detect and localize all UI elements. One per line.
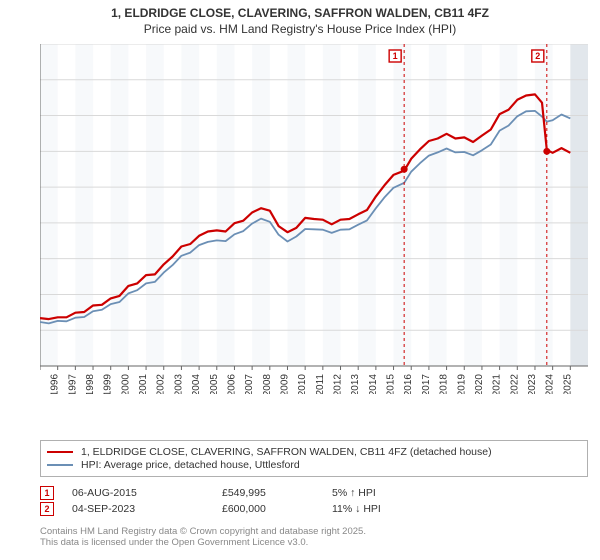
legend-label: HPI: Average price, detached house, Uttl… bbox=[81, 459, 300, 471]
svg-text:2019: 2019 bbox=[456, 374, 467, 394]
svg-text:2: 2 bbox=[535, 51, 540, 61]
svg-text:2003: 2003 bbox=[173, 374, 184, 394]
svg-text:1999: 1999 bbox=[103, 374, 114, 394]
legend-label: 1, ELDRIDGE CLOSE, CLAVERING, SAFFRON WA… bbox=[81, 446, 492, 458]
svg-text:2005: 2005 bbox=[209, 374, 220, 394]
legend-item: HPI: Average price, detached house, Uttl… bbox=[47, 459, 581, 471]
footer-line: Contains HM Land Registry data © Crown c… bbox=[40, 526, 588, 537]
transactions-table: 1 06-AUG-2015 £549,995 5% ↑ HPI 2 04-SEP… bbox=[40, 484, 588, 518]
svg-text:2018: 2018 bbox=[439, 374, 450, 394]
table-row: 2 04-SEP-2023 £600,000 11% ↓ HPI bbox=[40, 502, 588, 516]
svg-text:2013: 2013 bbox=[350, 374, 361, 394]
svg-text:2024: 2024 bbox=[545, 374, 556, 394]
txn-price: £549,995 bbox=[222, 487, 332, 499]
legend-item: 1, ELDRIDGE CLOSE, CLAVERING, SAFFRON WA… bbox=[47, 446, 581, 458]
legend: 1, ELDRIDGE CLOSE, CLAVERING, SAFFRON WA… bbox=[40, 440, 588, 477]
svg-text:1995: 1995 bbox=[40, 374, 43, 394]
svg-text:1997: 1997 bbox=[67, 374, 78, 394]
svg-text:2004: 2004 bbox=[191, 374, 202, 394]
svg-text:1: 1 bbox=[393, 51, 398, 61]
legend-swatch bbox=[47, 451, 73, 453]
svg-text:2009: 2009 bbox=[279, 374, 290, 394]
txn-date: 04-SEP-2023 bbox=[72, 503, 222, 515]
chart: £0£100K£200K£300K£400K£500K£600K£700K£80… bbox=[40, 44, 588, 394]
title-subtitle: Price paid vs. HM Land Registry's House … bbox=[4, 22, 596, 36]
svg-text:2000: 2000 bbox=[120, 374, 131, 394]
svg-text:2023: 2023 bbox=[527, 374, 538, 394]
svg-text:1998: 1998 bbox=[85, 374, 96, 394]
svg-text:2002: 2002 bbox=[156, 374, 167, 394]
svg-text:2010: 2010 bbox=[297, 374, 308, 394]
title-address: 1, ELDRIDGE CLOSE, CLAVERING, SAFFRON WA… bbox=[4, 6, 596, 20]
svg-text:1996: 1996 bbox=[50, 374, 61, 394]
txn-pct: 11% ↓ HPI bbox=[332, 503, 472, 515]
marker-badge: 1 bbox=[40, 486, 54, 500]
svg-text:2017: 2017 bbox=[421, 374, 432, 394]
svg-text:2011: 2011 bbox=[315, 374, 326, 394]
svg-text:2020: 2020 bbox=[474, 374, 485, 394]
svg-text:2016: 2016 bbox=[403, 374, 414, 394]
svg-text:2007: 2007 bbox=[244, 374, 255, 394]
svg-text:2021: 2021 bbox=[492, 374, 503, 394]
svg-text:2025: 2025 bbox=[562, 374, 573, 394]
txn-pct: 5% ↑ HPI bbox=[332, 487, 472, 499]
txn-date: 06-AUG-2015 bbox=[72, 487, 222, 499]
table-row: 1 06-AUG-2015 £549,995 5% ↑ HPI bbox=[40, 486, 588, 500]
chart-title: 1, ELDRIDGE CLOSE, CLAVERING, SAFFRON WA… bbox=[0, 0, 600, 38]
legend-swatch bbox=[47, 464, 73, 466]
svg-text:2014: 2014 bbox=[368, 374, 379, 394]
svg-text:2001: 2001 bbox=[138, 374, 149, 394]
chart-svg: £0£100K£200K£300K£400K£500K£600K£700K£80… bbox=[40, 44, 588, 394]
txn-price: £600,000 bbox=[222, 503, 332, 515]
svg-text:2012: 2012 bbox=[333, 374, 344, 394]
svg-text:2022: 2022 bbox=[509, 374, 520, 394]
svg-text:2006: 2006 bbox=[226, 374, 237, 394]
footer-attribution: Contains HM Land Registry data © Crown c… bbox=[40, 526, 588, 549]
svg-text:2008: 2008 bbox=[262, 374, 273, 394]
marker-badge: 2 bbox=[40, 502, 54, 516]
svg-text:2015: 2015 bbox=[386, 374, 397, 394]
footer-line: This data is licensed under the Open Gov… bbox=[40, 537, 588, 548]
